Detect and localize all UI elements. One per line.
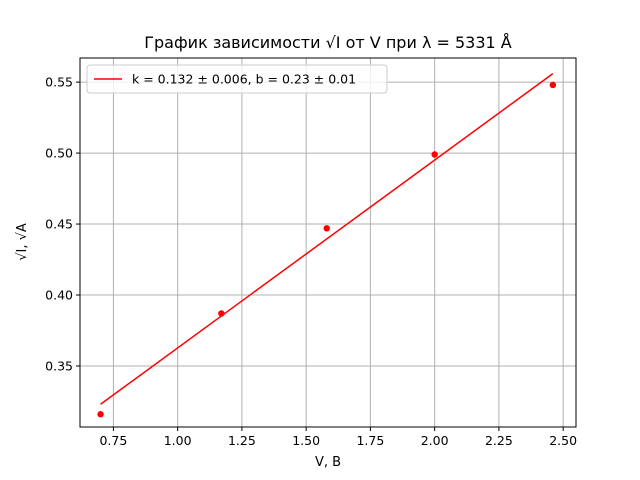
legend: k = 0.132 ± 0.006, b = 0.23 ± 0.01 — [86, 64, 388, 94]
plot-frame — [79, 57, 577, 428]
y-tick-label: 0.50 — [45, 146, 73, 161]
legend-box — [86, 64, 388, 94]
tick-layer: 0.75 1.00 1.25 1.50 1.75 2.00 2.25 2.50 0.35 0.40… — [45, 75, 577, 448]
data-point — [97, 411, 104, 418]
y-tick-label: 0.40 — [45, 288, 73, 303]
grid-layer — [80, 58, 576, 427]
data-point — [323, 225, 330, 232]
data-layer — [97, 73, 557, 418]
legend-entry-label: k = 0.132 ± 0.006, b = 0.23 ± 0.01 — [132, 72, 356, 87]
y-tick-label: 0.45 — [45, 217, 73, 232]
x-tick-label: 2.50 — [549, 433, 577, 448]
x-tick-label: 1.00 — [164, 433, 192, 448]
y-tick-label: 0.35 — [45, 358, 73, 373]
x-axis-label: V, В — [315, 455, 341, 470]
x-tick-label: 2.25 — [485, 433, 513, 448]
data-point — [431, 151, 438, 158]
y-tick-label: 0.55 — [45, 75, 73, 90]
data-point — [218, 310, 225, 317]
x-tick-label: 0.75 — [99, 433, 127, 448]
fit-line — [100, 73, 554, 405]
chart-title: График зависимости √I от V при λ = 5331 … — [144, 33, 512, 52]
x-tick-label: 2.00 — [421, 433, 449, 448]
x-tick-label: 1.50 — [292, 433, 320, 448]
x-tick-label: 1.75 — [356, 433, 384, 448]
y-axis-label: √I, √A — [15, 223, 30, 261]
data-point — [549, 81, 557, 89]
x-tick-label: 1.25 — [228, 433, 256, 448]
